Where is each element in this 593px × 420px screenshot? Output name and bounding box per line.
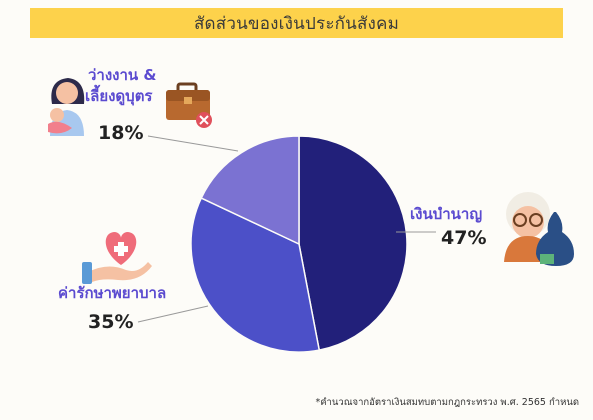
elderly-money-bag-icon xyxy=(504,192,574,266)
slice-label-medical: ค่ารักษาพยาบาล xyxy=(58,284,166,302)
pie-slice-unemployment xyxy=(200,135,300,246)
slice-label-unemployment-line1: ว่างงาน & xyxy=(88,66,156,84)
page-title: สัดส่วนของเงินประกันสังคม xyxy=(193,13,400,34)
slice-label-pension: เงินบำนาญ xyxy=(410,205,482,223)
pie-slice-pension xyxy=(298,135,408,351)
leader-line-medical xyxy=(137,305,209,323)
slice-label-unemployment-line2: เลี้ยงดูบุตร xyxy=(85,84,153,106)
slice-percent-medical: 35% xyxy=(88,311,133,333)
leader-line-unemployment xyxy=(147,135,239,152)
pie-slices xyxy=(190,135,408,353)
briefcase-x-icon xyxy=(166,82,212,128)
pie-slice-medical xyxy=(190,197,321,353)
mother-baby-icon xyxy=(48,78,85,136)
slice-percent-pension: 47% xyxy=(441,227,486,249)
title-bar: สัดส่วนของเงินประกันสังคม xyxy=(30,8,563,38)
footnote: *คำนวณจากอัตราเงินสมทบตามกฎกระทรวง พ.ศ. … xyxy=(315,397,579,408)
slice-percent-unemployment: 18% xyxy=(98,122,143,144)
heart-hand-icon xyxy=(82,232,152,284)
